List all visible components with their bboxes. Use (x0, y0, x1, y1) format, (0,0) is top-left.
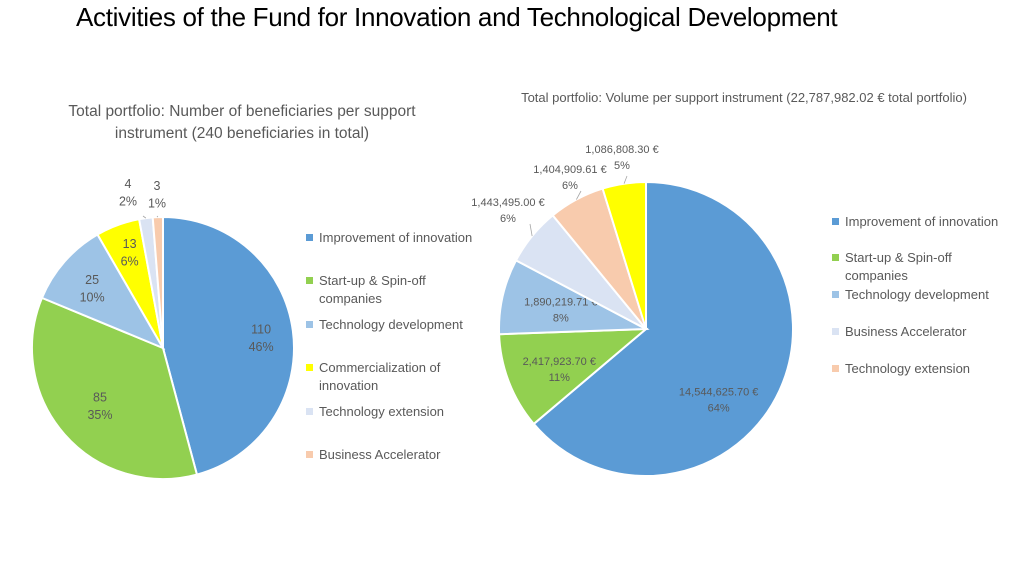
chart-title-beneficiaries: Total portfolio: Number of beneficiaries… (68, 103, 416, 142)
legend-swatch (832, 328, 839, 335)
legend-label: Technology development (845, 287, 989, 302)
legend-item-start-up-spin-off-companies: Start-up & Spin-off companies (306, 272, 489, 308)
pie-slice-technology-development (40, 233, 166, 351)
data-label-percent-improvement-of-innovation: 46% (249, 340, 274, 354)
data-label-percent-commercialization-of-innovation: 6% (121, 255, 139, 269)
legend-label: Business Accelerator (845, 324, 967, 339)
data-label-percent-technology-extension: 2% (119, 195, 137, 209)
data-label-value-commercialization-of-innovation: 13 (123, 237, 137, 251)
legend-item-business-accelerator: Business Accelerator (306, 446, 489, 464)
data-label-value-improvement-of-innovation: 110 (251, 322, 271, 336)
legend-swatch (306, 234, 313, 241)
legend-item-technology-development: Technology development (832, 286, 1015, 304)
legend-label: Start-up & Spin-off companies (319, 273, 426, 306)
legend-swatch (306, 321, 313, 328)
pie-slice-business-accelerator (151, 215, 164, 349)
legend-swatch (306, 451, 313, 458)
legend-label: Improvement of innovation (319, 230, 473, 245)
pie-slice-improvement-of-innovation (162, 215, 295, 476)
legend-swatch (832, 365, 839, 372)
page-title: Activities of the Fund for Innovation an… (76, 2, 838, 32)
data-label-value-business-accelerator: 3 (154, 179, 161, 193)
data-label-value-start-up-spin-off-companies: 85 (93, 390, 107, 404)
pie-slice-start-up-spin-off-companies (31, 296, 199, 480)
legend-item-improvement-of-innovation: Improvement of innovation (832, 213, 1015, 231)
legend-swatch (832, 291, 839, 298)
legend-item-business-accelerator: Business Accelerator (832, 323, 1015, 341)
legend-item-technology-extension: Technology extension (832, 360, 1015, 378)
leader-line-technology-extension (142, 215, 147, 219)
legend-label: Start-up & Spin-off companies (845, 250, 952, 283)
data-label-percent-start-up-spin-off-companies: 35% (87, 408, 112, 422)
leader-line-business-accelerator (156, 215, 159, 218)
legend-item-start-up-spin-off-companies: Start-up & Spin-off companies (832, 249, 1015, 285)
legend-item-technology-extension: Technology extension (306, 403, 489, 421)
legend-label: Improvement of innovation (845, 214, 999, 229)
data-label-percent-business-accelerator: 1% (148, 197, 166, 211)
legend-swatch (832, 254, 839, 261)
legend-swatch (306, 364, 313, 371)
data-label-value-technology-extension: 4 (125, 177, 132, 191)
legend-item-commercialization-of-innovation: Commercialization of innovation (306, 359, 489, 395)
legend-swatch (306, 277, 313, 284)
legend-label: Technology extension (319, 404, 445, 419)
chart-title-volume: Total portfolio: Volume per support inst… (521, 90, 967, 105)
data-label-percent-technology-development: 10% (80, 290, 105, 304)
legend-label: Technology extension (845, 361, 971, 376)
legend-label: Commercialization of innovation (319, 360, 441, 393)
legend-item-improvement-of-innovation: Improvement of innovation (306, 229, 489, 247)
legend-swatch (306, 408, 313, 415)
data-label-value-technology-development: 25 (85, 273, 99, 287)
legend-item-technology-development: Technology development (306, 316, 489, 334)
legend-label: Business Accelerator (319, 447, 441, 462)
legend-swatch (832, 218, 839, 225)
legend-label: Technology development (319, 317, 463, 332)
